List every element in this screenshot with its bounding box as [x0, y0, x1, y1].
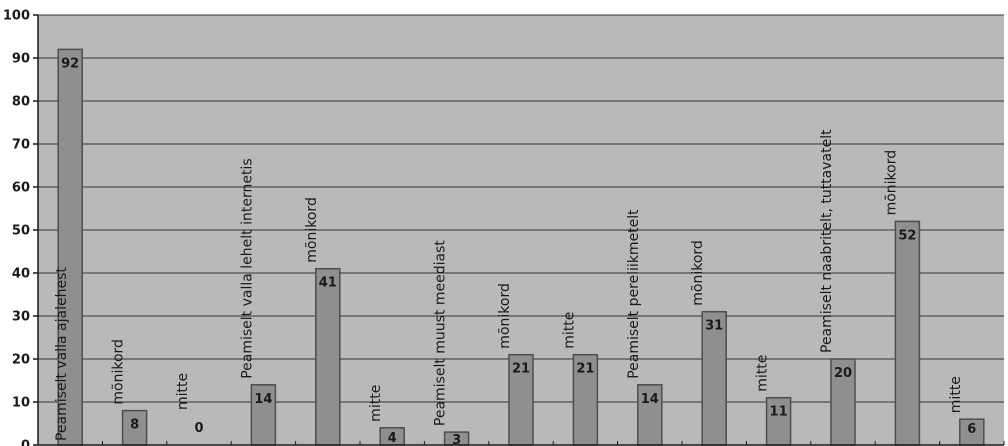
bar [250, 384, 277, 446]
y-tick-label: 90 [12, 52, 30, 67]
category-label: mitte [561, 312, 577, 349]
bar [637, 384, 663, 446]
bar-value-label: 0 [194, 421, 203, 436]
category-label: mõnikord [111, 339, 127, 405]
y-tick-label: 70 [12, 138, 30, 153]
y-tick-label: 40 [12, 267, 30, 282]
category-label: mõnikord [304, 197, 320, 263]
y-tick-label: 0 [21, 439, 30, 446]
category-label: Peamiselt muust meediast [433, 240, 449, 427]
category-label: Peamiselt valla ajalehest [54, 267, 70, 441]
category-label: Peamiselt pereliikmetelt [626, 209, 642, 379]
y-tick-label: 50 [12, 224, 30, 239]
bar-value-label: 4 [388, 431, 397, 446]
bar [830, 358, 856, 446]
bar [315, 267, 341, 446]
category-label: mitte [175, 373, 191, 410]
bar-value-label: 14 [641, 392, 659, 407]
bar-value-label: 6 [967, 422, 976, 437]
bar [508, 353, 534, 446]
bar-value-label: 8 [130, 418, 139, 433]
y-tick-label: 20 [12, 353, 30, 368]
category-label: mitte [368, 385, 384, 422]
category-label: Peamiselt naabritelt, tuttavatelt [819, 129, 835, 353]
category-label: mitte [948, 376, 964, 413]
bar [959, 418, 985, 446]
bar [121, 409, 148, 446]
y-tick-label: 100 [3, 9, 30, 24]
y-tick-label: 10 [12, 396, 30, 411]
bar-value-label: 3 [452, 433, 461, 446]
bar [894, 220, 921, 446]
bar-value-label: 14 [254, 392, 272, 407]
y-tick-label: 30 [12, 310, 30, 325]
bar-value-label: 11 [770, 405, 788, 420]
bar-value-label: 92 [61, 56, 79, 71]
category-label: mitte [755, 355, 771, 392]
bar-value-label: 21 [576, 362, 594, 377]
bar-value-label: 21 [512, 362, 530, 377]
bar-value-label: 31 [705, 319, 723, 334]
category-label: Peamiselt valla lehelt internetis [239, 158, 255, 378]
bar [701, 310, 727, 446]
bar [765, 396, 792, 446]
bar [572, 353, 599, 446]
category-label: mõnikord [497, 283, 513, 349]
bar-value-label: 20 [834, 366, 852, 381]
category-label: mõnikord [883, 150, 899, 216]
bar-value-label: 41 [319, 276, 337, 291]
y-tick-label: 60 [12, 181, 30, 196]
y-tick-label: 80 [12, 95, 30, 110]
category-label: mõnikord [690, 240, 706, 306]
bar-value-label: 52 [898, 228, 916, 243]
